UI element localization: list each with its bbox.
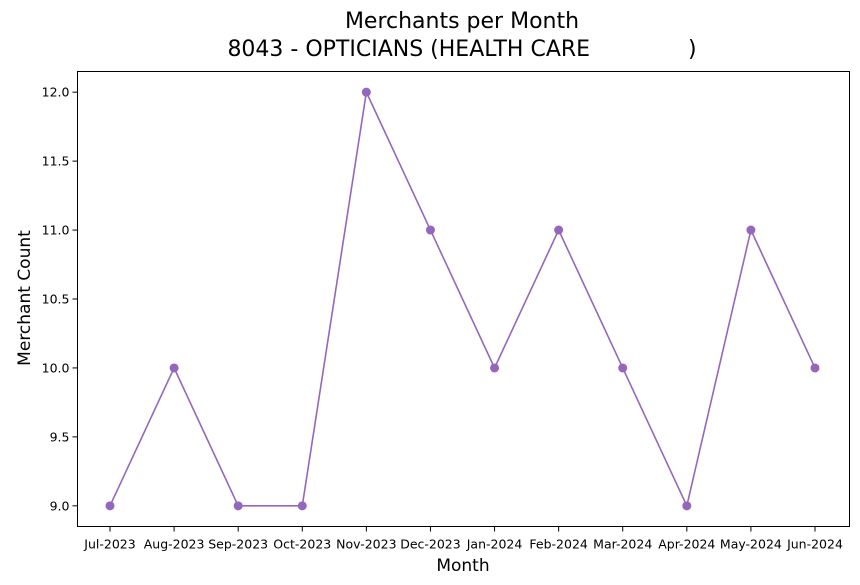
x-tick-label: Jul-2023 (83, 537, 135, 552)
y-axis: 9.0 9.5 10.0 10.5 11.0 11.5 12.0 (42, 85, 78, 513)
data-point (169, 363, 179, 373)
x-tick-label: Sep-2023 (208, 537, 268, 552)
data-point (746, 225, 756, 235)
x-tick-label: Jan-2024 (466, 537, 523, 552)
data-point (425, 225, 435, 235)
x-tick-label: Apr-2024 (658, 537, 715, 552)
y-tick-label: 9.0 (50, 498, 70, 513)
data-point (233, 501, 243, 511)
x-axis-label: Month (436, 556, 489, 576)
y-axis-label: Merchant Count (15, 230, 35, 366)
x-tick-label: Feb-2024 (529, 537, 588, 552)
data-point (105, 501, 115, 511)
x-tick-label: Nov-2023 (336, 537, 396, 552)
x-tick-label: Aug-2023 (144, 537, 205, 552)
data-point (361, 87, 371, 97)
y-tick-label: 10.0 (42, 360, 70, 375)
chart-subtitle: 8043 - OPTICIANS (HEALTH CARE ) (227, 37, 696, 62)
data-point (490, 363, 500, 373)
data-point (297, 501, 307, 511)
data-point (554, 225, 564, 235)
y-tick-label: 11.5 (42, 154, 70, 169)
x-tick-label: Jun-2024 (786, 537, 843, 552)
y-tick-label: 10.5 (42, 292, 70, 307)
y-tick-label: 12.0 (42, 85, 70, 100)
data-point (618, 363, 628, 373)
chart-title: Merchants per Month (345, 9, 579, 34)
x-tick-label: May-2024 (720, 537, 782, 552)
x-tick-label: Oct-2023 (273, 537, 331, 552)
y-tick-label: 9.5 (50, 429, 70, 444)
series-layer (105, 87, 820, 511)
data-point (682, 501, 692, 511)
plot-frame (77, 71, 850, 527)
x-tick-label: Dec-2023 (400, 537, 461, 552)
x-tick-label: Mar-2024 (593, 537, 652, 552)
series-line (109, 89, 816, 509)
y-tick-label: 11.0 (42, 223, 70, 238)
x-axis: Jul-2023 Aug-2023 Sep-2023 Oct-2023 Nov-2023… (83, 526, 843, 552)
data-point (810, 363, 820, 373)
